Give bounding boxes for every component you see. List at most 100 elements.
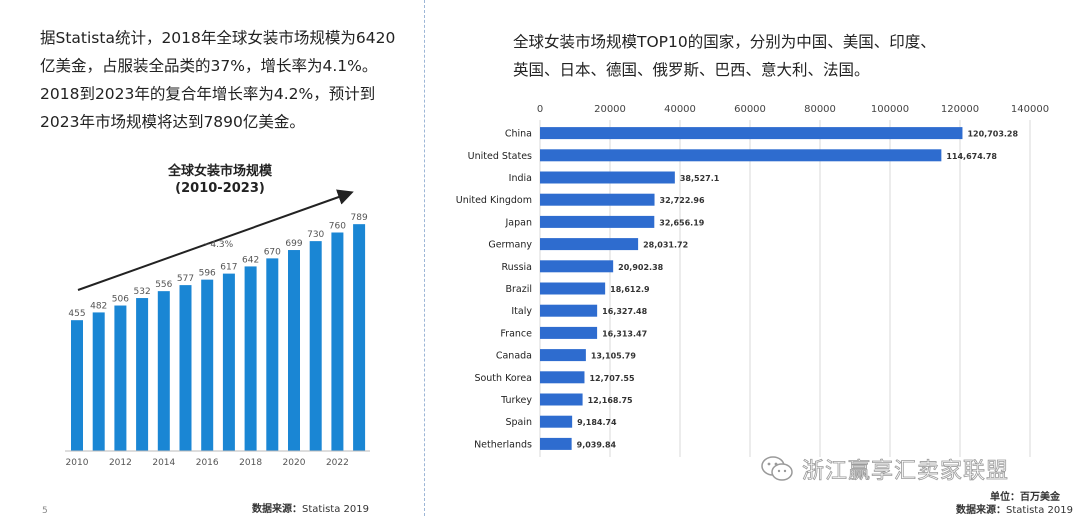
- bar-2021: [309, 241, 322, 451]
- bar-2017: [222, 273, 235, 451]
- category-label: France: [500, 328, 532, 339]
- bar-germany: [540, 238, 639, 251]
- bar-united-kingdom: [540, 193, 655, 206]
- x-tick-label: 2014: [152, 458, 175, 468]
- x-tick-label: 80000: [804, 104, 836, 115]
- bar-2022: [331, 232, 344, 451]
- bar-value-label: 760: [329, 222, 346, 232]
- bar-france: [540, 326, 598, 339]
- divider: [424, 0, 425, 516]
- bar-netherlands: [540, 437, 572, 450]
- category-label: Germany: [488, 240, 532, 251]
- bar-2019: [266, 258, 279, 451]
- x-tick-label: 40000: [664, 104, 696, 115]
- bar-south-korea: [540, 371, 585, 384]
- watermark-text: 浙江赢享汇卖家联盟: [802, 459, 1010, 485]
- bar-value-label: 9,039.84: [577, 440, 617, 449]
- x-tick-label: 2022: [326, 458, 349, 468]
- left-paragraph: 据Statista统计，2018年全球女装市场规模为6420 亿美金，占服装全品…: [40, 24, 420, 136]
- bar-2012: [114, 305, 127, 451]
- bar-value-label: 455: [68, 309, 85, 319]
- right-source: 数据来源：Statista 2019: [956, 501, 1073, 516]
- x-tick-label: 140000: [1011, 104, 1049, 115]
- bar-2016: [201, 279, 214, 451]
- bar-turkey: [540, 393, 583, 406]
- bar-canada: [540, 349, 586, 362]
- bar-value-label: 12,707.55: [589, 374, 634, 383]
- bar-spain: [540, 415, 573, 428]
- category-label: India: [509, 173, 532, 184]
- country-ranking-chart: 0 20000 40000 60000 80000 100000 120000 140000 …: [456, 104, 1049, 457]
- x-tick-label: 0: [537, 104, 543, 115]
- x-tick-label: 2010: [66, 458, 89, 468]
- bar-2010: [71, 320, 83, 451]
- x-tick-label: 20000: [594, 104, 626, 115]
- source-value: Statista 2019: [1006, 505, 1073, 516]
- bar-value-label: 482: [90, 301, 107, 311]
- bar-value-label: 20,902.38: [618, 263, 663, 272]
- bar-value-label: 16,313.47: [602, 329, 647, 338]
- bar-value-label: 532: [134, 287, 151, 297]
- x-tick-label: 60000: [734, 104, 766, 115]
- bar-2013: [136, 298, 149, 451]
- right-paragraph: 全球女装市场规模TOP10的国家，分别为中国、美国、印度、 英国、日本、德国、俄…: [513, 28, 963, 84]
- right-paragraph-line: 英国、日本、德国、俄罗斯、巴西、意大利、法国。: [513, 61, 870, 79]
- bar-2014: [157, 291, 170, 451]
- x-tick-label: 100000: [871, 104, 909, 115]
- bar-italy: [540, 304, 598, 317]
- category-label: Spain: [505, 417, 532, 428]
- bar-united-states: [540, 149, 942, 162]
- chart-subtitle: (2010-2023): [175, 181, 265, 196]
- x-tick-label: 2012: [109, 458, 132, 468]
- bar-value-label: 28,031.72: [643, 241, 688, 250]
- unit-label: 单位：百万美金: [990, 492, 1060, 503]
- category-label: South Korea: [474, 373, 532, 384]
- bar-value-label: 642: [242, 255, 259, 265]
- bar-value-label: 556: [155, 280, 172, 290]
- bar-value-label: 16,327.48: [602, 307, 647, 316]
- x-tick-label: 2016: [196, 458, 219, 468]
- page-number: 5: [42, 506, 48, 516]
- category-label: Netherlands: [474, 439, 532, 450]
- source-label: 数据来源：: [252, 504, 302, 515]
- x-tick-label: 120000: [941, 104, 979, 115]
- category-label: Canada: [496, 351, 532, 362]
- bar-russia: [540, 260, 614, 273]
- bar-value-label: 699: [285, 239, 302, 249]
- bar-brazil: [540, 282, 606, 295]
- bar-value-label: 670: [264, 247, 281, 257]
- bar-value-label: 38,527.1: [680, 174, 720, 183]
- trend-annotation: ~4.3%: [203, 240, 234, 250]
- bar-2023: [353, 224, 366, 451]
- bar-2020: [288, 250, 300, 451]
- left-paragraph-line: 据Statista统计，2018年全球女装市场规模为6420: [40, 29, 396, 47]
- bar-value-label: 18,612.9: [610, 285, 650, 294]
- category-label: Italy: [511, 306, 532, 317]
- right-paragraph-line: 全球女装市场规模TOP10的国家，分别为中国、美国、印度、: [513, 33, 936, 51]
- left-source: 数据来源：Statista 2019: [252, 500, 369, 515]
- bar-2018: [244, 266, 257, 451]
- watermark: 浙江赢享汇卖家联盟: [760, 452, 1009, 486]
- bar-value-label: 13,105.79: [591, 352, 636, 361]
- category-label: Japan: [505, 217, 533, 228]
- bar-value-label: 577: [177, 274, 194, 284]
- bar-value-label: 730: [307, 230, 324, 240]
- category-label: United States: [468, 151, 532, 162]
- bar-value-label: 120,703.28: [967, 130, 1018, 139]
- category-label: Turkey: [500, 395, 532, 406]
- chart-title: 全球女装市场规模: [167, 163, 273, 179]
- bar-value-label: 789: [351, 213, 368, 223]
- x-tick-label: 2018: [239, 458, 262, 468]
- bar-value-label: 114,674.78: [946, 152, 997, 161]
- bar-value-label: 617: [220, 263, 237, 273]
- category-label: China: [505, 129, 532, 140]
- left-paragraph-line: 亿美金，占服装全品类的37%，增长率为4.1%。: [40, 57, 378, 75]
- category-label: United Kingdom: [456, 195, 532, 206]
- bar-2011: [92, 312, 105, 451]
- x-tick-label: 2020: [283, 458, 306, 468]
- bar-japan: [540, 215, 655, 228]
- bar-china: [540, 127, 963, 140]
- bar-value-label: 12,168.75: [588, 396, 633, 405]
- left-paragraph-line: 2023年市场规模将达到7890亿美金。: [40, 113, 305, 131]
- bar-value-label: 32,722.96: [660, 196, 705, 205]
